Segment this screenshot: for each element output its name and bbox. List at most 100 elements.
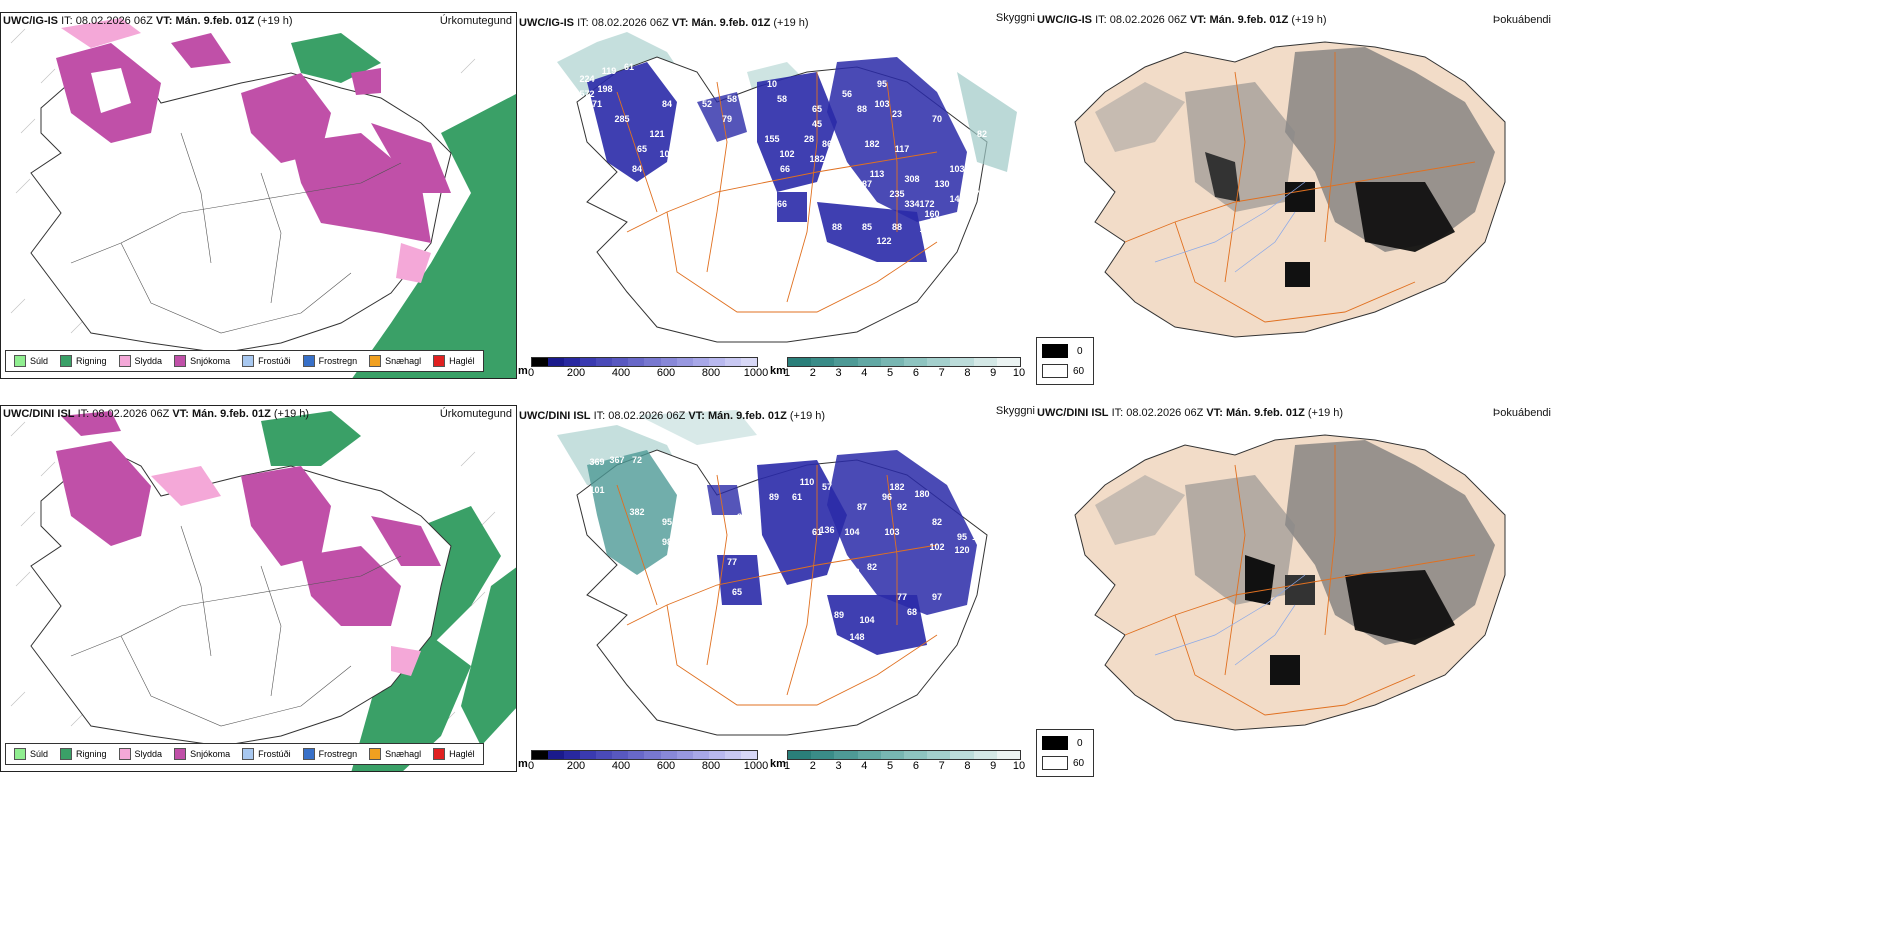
cloud-base-colorbar-row2: m 0 200 400 600 800 1000 bbox=[518, 750, 769, 772]
colorbar-swatch bbox=[834, 358, 858, 366]
cloud-base-value-label: 96 bbox=[882, 492, 892, 502]
cloud-base-value-label: 182 bbox=[889, 482, 904, 492]
cloud-base-value-label: 86 bbox=[822, 139, 832, 149]
colorbar-tick-label: 200 bbox=[566, 760, 586, 772]
legend-item: Slydda bbox=[118, 355, 162, 367]
cloud-base-value-label: 572 bbox=[579, 89, 594, 99]
legend-item: Snjókoma bbox=[174, 748, 230, 760]
colorbar-swatch bbox=[708, 358, 725, 366]
row1-precip-title: Úrkomutegund bbox=[439, 15, 512, 27]
colorbar-swatch bbox=[676, 751, 693, 759]
cloud-base-value-label: 94 bbox=[810, 214, 820, 224]
colorbar-swatch bbox=[811, 358, 835, 366]
colorbar-swatch bbox=[644, 751, 661, 759]
cloud-base-value-label: 103 bbox=[949, 164, 964, 174]
legend-item: Rigning bbox=[60, 748, 107, 760]
cloud-base-colorbar-row1: m 0 200 400 600 800 1000 bbox=[518, 357, 769, 379]
colorbar-tick-label: 400 bbox=[611, 760, 631, 772]
cloud-base-value-label: 369 bbox=[589, 457, 604, 467]
legend-item: Haglél bbox=[433, 355, 475, 367]
cloud-base-value-label: 133 bbox=[844, 567, 859, 577]
cloud-base-value-label: 57 bbox=[822, 482, 832, 492]
cloud-base-value-label: 113 bbox=[870, 169, 885, 179]
cloud-base-unit: m bbox=[518, 365, 528, 377]
cloud-base-value-label: 58 bbox=[727, 94, 737, 104]
colorbar-swatch bbox=[857, 751, 881, 759]
cloud-base-value-label: 84 bbox=[662, 99, 672, 109]
colorbar-swatch bbox=[548, 751, 565, 759]
cloud-base-value-label: 28 bbox=[804, 134, 814, 144]
cloudbase-visibility-panel-row1: 224 119 61 572 198 71 285 84 121 65 101 84 52 58 79 10 5… bbox=[517, 12, 1035, 379]
colorbar-tick-label: 10 bbox=[1012, 760, 1026, 772]
cloud-base-value-label: 110 bbox=[800, 477, 815, 487]
cloud-base-value-label: 224 bbox=[579, 74, 594, 84]
cloud-base-value-label: 84 bbox=[632, 164, 642, 174]
legend-item: Súld bbox=[14, 748, 48, 760]
colorbar-swatch bbox=[644, 358, 661, 366]
cloud-base-value-label: 65 bbox=[732, 587, 742, 597]
colorbar-swatch bbox=[628, 751, 645, 759]
colorbar-swatch bbox=[811, 751, 835, 759]
fog-legend-bottom-label: 60 bbox=[1073, 366, 1085, 377]
cloud-base-value-label: 155 bbox=[764, 134, 779, 144]
cloud-base-value-label: 85 bbox=[862, 222, 872, 232]
colorbar-tick-label: 1 bbox=[783, 760, 791, 772]
colorbar-swatch bbox=[880, 751, 904, 759]
colorbar-swatch bbox=[660, 358, 677, 366]
colorbar-swatch bbox=[996, 358, 1020, 366]
colorbar-swatch bbox=[740, 751, 757, 759]
cloud-base-value-label: 98 bbox=[662, 537, 672, 547]
row2-precip-header: UWC/DINI ISL IT: 08.02.2026 06Z VT: Mán.… bbox=[3, 408, 310, 420]
cloud-base-value-label: 148 bbox=[949, 194, 964, 204]
cloud-base-value-label: 235 bbox=[889, 189, 904, 199]
cloud-base-value-label: 18 bbox=[972, 532, 982, 542]
fog-legend-white-swatch bbox=[1042, 756, 1068, 770]
colorbar-tick-label: 4 bbox=[861, 367, 868, 379]
colorbar-tick-label: 800 bbox=[701, 367, 721, 379]
colorbar-swatch bbox=[724, 751, 741, 759]
visibility-unit: km bbox=[770, 365, 786, 377]
colorbar-tick-label: 400 bbox=[611, 367, 631, 379]
cloud-base-value-label: 334 bbox=[904, 199, 919, 209]
colorbar-swatch bbox=[903, 358, 928, 366]
cloud-base-value-label: 87 bbox=[857, 502, 867, 512]
fog-legend-top-label: 0 bbox=[1077, 346, 1083, 357]
visibility-unit: km bbox=[770, 758, 786, 770]
colorbar-tick-label: 2 bbox=[809, 367, 816, 379]
colorbar-tick-label: 8 bbox=[964, 367, 971, 379]
precip-type-map bbox=[10, 18, 516, 378]
colorbar-swatch bbox=[596, 358, 613, 366]
legend-item: Frostregn bbox=[302, 355, 357, 367]
cloud-base-value-label: 160 bbox=[924, 209, 939, 219]
colorbar-swatch bbox=[580, 751, 597, 759]
colorbar-swatch bbox=[973, 751, 997, 759]
colorbar-tick-label: 1 bbox=[783, 367, 791, 379]
colorbar-tick-label: 6 bbox=[912, 760, 919, 772]
colorbar-swatch bbox=[880, 358, 904, 366]
fog-legend-bottom-label: 60 bbox=[1073, 758, 1085, 769]
cloud-base-value-label: 56 bbox=[842, 89, 852, 99]
row2-visibility-title: Skyggni bbox=[995, 405, 1035, 417]
cloud-base-value-label: 60 bbox=[667, 575, 677, 585]
cloud-base-value-label: 274 bbox=[969, 189, 984, 199]
cloud-base-value-label: 86 bbox=[737, 512, 747, 522]
precip-type-panel-row1: UWC/IG-IS IT: 08.02.2026 06Z VT: Mán. 9.… bbox=[0, 12, 517, 379]
fog-panel-row2: UWC/DINI ISL IT: 08.02.2026 06Z VT: Mán.… bbox=[1035, 405, 1555, 772]
cloud-base-value-label: 45 bbox=[812, 119, 822, 129]
cloud-base-value-label: 119 bbox=[602, 66, 617, 76]
colorbar-tick-label: 0 bbox=[527, 760, 535, 772]
legend-item: Rigning bbox=[60, 355, 107, 367]
legend-item: Frostúði bbox=[242, 748, 291, 760]
cloud-base-value-label: 70 bbox=[932, 114, 942, 124]
cloud-base-value-label: 101 bbox=[589, 485, 604, 495]
cloud-base-value-label: 120 bbox=[954, 545, 969, 555]
colorbar-swatch bbox=[788, 358, 812, 366]
cloud-base-value-label: 92 bbox=[897, 502, 907, 512]
cloud-base-value-label: 82 bbox=[932, 517, 942, 527]
colorbar-tick-label: 1000 bbox=[743, 367, 769, 379]
cloud-base-value-label: 121 bbox=[849, 582, 864, 592]
precip-type-panel-row2: UWC/DINI ISL IT: 08.02.2026 06Z VT: Mán.… bbox=[0, 405, 517, 772]
visibility-swatches bbox=[787, 357, 1021, 367]
cloud-base-value-label: 138 bbox=[724, 179, 739, 189]
